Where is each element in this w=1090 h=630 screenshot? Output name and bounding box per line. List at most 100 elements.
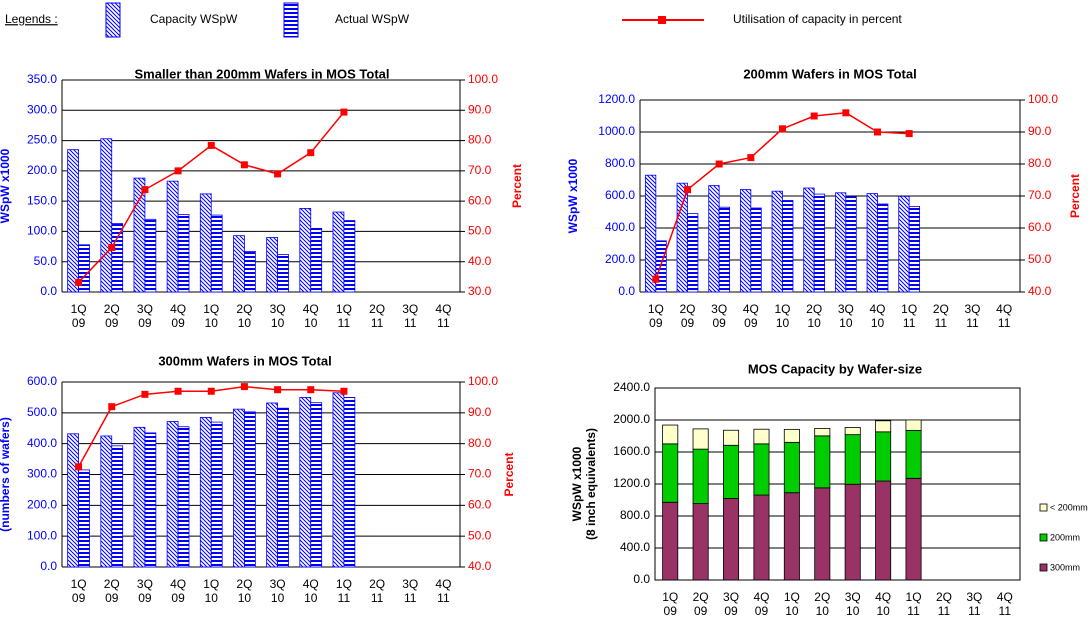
x-tick-label: 2Q 10 [236, 302, 252, 330]
legend-swatch [1039, 533, 1048, 542]
bar [177, 426, 190, 568]
legend-label: 200mm [1050, 532, 1080, 542]
bar-segment [905, 419, 922, 431]
bar [144, 432, 157, 568]
y2-tick-label: 60.0 [468, 193, 492, 207]
bar [718, 206, 731, 293]
bar-segment [783, 441, 800, 494]
bar [210, 214, 223, 293]
y-tick-label: 400.0 [27, 436, 57, 450]
x-tick-label: 4Q 10 [303, 302, 319, 330]
y-axis-label: WSpW x1000 [566, 158, 580, 233]
bar-segment [692, 428, 709, 450]
bar [845, 196, 857, 293]
y-tick-label: 2000.0 [613, 412, 650, 426]
x-tick-label: 2Q 10 [806, 302, 822, 330]
chart-title: Smaller than 200mm Wafers in MOS Total [134, 66, 389, 81]
x-tick-label: 3Q 09 [137, 302, 153, 330]
y-axis-label: WSpW x1000 [570, 446, 584, 521]
y-tick-label: 300.0 [27, 467, 57, 481]
line-marker [715, 160, 723, 168]
x-tick-label: 3Q 11 [964, 302, 980, 330]
chart-title: MOS Capacity by Wafer-size [748, 361, 922, 376]
y2-tick-label: 100.0 [1028, 92, 1058, 106]
bar-segment [875, 431, 892, 482]
line-marker [307, 386, 315, 394]
y-tick-label: 1600.0 [613, 444, 650, 458]
bar [343, 220, 356, 293]
x-tick-label: 2Q 11 [933, 302, 949, 330]
bar-segment [662, 443, 679, 503]
bar [908, 205, 921, 293]
bar [199, 417, 212, 568]
line-marker [274, 386, 282, 394]
legend-marker [658, 16, 666, 24]
x-tick-label: 3Q 09 [711, 302, 727, 330]
bar-segment [753, 494, 770, 581]
y2-tick-label: 50.0 [468, 528, 492, 542]
x-tick-label: 4Q 09 [170, 577, 186, 605]
line-marker [141, 390, 149, 398]
x-tick-label: 1Q 09 [71, 577, 87, 605]
bar [277, 407, 289, 568]
line-marker [240, 161, 248, 169]
bar [133, 177, 146, 293]
bar [177, 214, 190, 293]
y2-tick-label: 30.0 [468, 284, 492, 298]
x-tick-label: 2Q 11 [369, 577, 385, 605]
line-marker [905, 130, 913, 138]
y-tick-label: 250.0 [27, 133, 57, 147]
bar [166, 421, 179, 568]
bar [708, 185, 720, 293]
line-marker [747, 154, 755, 162]
y-tick-label: 200.0 [605, 252, 635, 266]
legend-label: < 200mm [1050, 502, 1088, 512]
bar [676, 182, 688, 293]
x-tick-label: 3Q 09 [723, 590, 739, 618]
line-marker [810, 112, 818, 120]
y2-tick-label: 90.0 [468, 102, 492, 116]
x-tick-label: 3Q 10 [270, 577, 286, 605]
y2-axis-label: Percent [510, 164, 524, 208]
legend-swatch [1039, 563, 1048, 572]
bar-segment [662, 501, 679, 581]
x-tick-label: 1Q 09 [662, 590, 678, 618]
y2-tick-label: 40.0 [468, 254, 492, 268]
y-tick-label: 600.0 [27, 374, 57, 388]
x-tick-label: 3Q 11 [402, 302, 418, 330]
bar [750, 207, 762, 293]
bar [111, 445, 124, 568]
y2-tick-label: 50.0 [468, 224, 492, 238]
y-tick-label: 800.0 [620, 508, 650, 522]
bar [343, 397, 356, 568]
bar-segment [844, 483, 861, 581]
y2-tick-label: 80.0 [1028, 156, 1052, 170]
bar-segment [783, 428, 800, 443]
x-tick-label: 2Q 09 [693, 590, 709, 618]
y-tick-label: 500.0 [27, 405, 57, 419]
x-tick-label: 1Q 10 [784, 590, 800, 618]
bar [166, 180, 179, 293]
y2-tick-label: 50.0 [1028, 252, 1052, 266]
y-tick-label: 600.0 [605, 188, 635, 202]
chart: Smaller than 200mm Wafers in MOS Total 0.… [0, 66, 524, 330]
y-tick-label: 100.0 [27, 528, 57, 542]
bar [803, 187, 815, 293]
x-tick-label: 2Q 10 [236, 577, 252, 605]
y-tick-label: 300.0 [27, 102, 57, 116]
x-tick-label: 1Q 09 [71, 302, 87, 330]
y-tick-label: 200.0 [27, 163, 57, 177]
y-tick-label: 0.0 [40, 559, 57, 573]
bar-segment [723, 498, 740, 581]
y2-tick-label: 80.0 [468, 133, 492, 147]
y-tick-label: 100.0 [27, 224, 57, 238]
x-tick-label: 4Q 10 [869, 302, 885, 330]
x-tick-label: 2Q 09 [679, 302, 695, 330]
x-tick-label: 3Q 10 [845, 590, 861, 618]
bar-segment [844, 434, 861, 485]
bar-segment [814, 427, 831, 437]
x-tick-label: 3Q 11 [966, 590, 982, 618]
bar [310, 227, 323, 293]
